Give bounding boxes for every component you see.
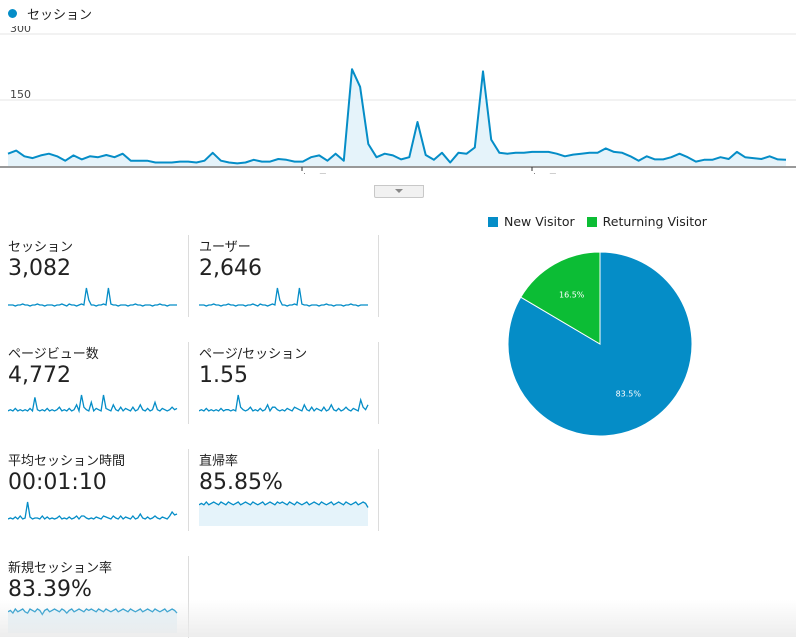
metric-label: セッション [8,240,74,255]
metric-divider [188,556,189,638]
main-chart-legend[interactable]: セッション [8,4,93,23]
sparkline-line [199,287,368,307]
pie-legend-returning[interactable]: Returning Visitor [586,214,707,229]
metric-sparkline [199,287,368,307]
legend-swatch-icon [586,216,597,227]
metric-value: 2,646 [199,256,262,281]
metric-label: 平均セッション時間 [8,454,126,469]
metric-tile[interactable]: ページビュー数 4,772 [8,343,180,423]
main-chart-legend-label: セッション [27,7,93,23]
sparkline-fill [199,502,368,526]
sparkline-line [8,394,178,414]
y-tick-label: 150 [10,88,31,101]
metric-divider [378,342,379,424]
metric-divider [188,342,189,424]
metric-sparkline [199,394,369,413]
metric-tile[interactable]: 平均セッション時間 00:01:10 [8,450,180,530]
sparkline-line [199,394,369,413]
pie-legend-label: Returning Visitor [602,214,707,229]
bottom-fade [0,600,796,637]
pie-legend-label: New Visitor [504,214,575,229]
metric-label: 直帰率 [199,454,239,469]
metric-tile[interactable]: 直帰率 85.85% [199,450,371,530]
metric-tile[interactable]: ユーザー 2,646 [199,236,371,316]
x-tick-label: 2016年3月 [506,172,558,174]
metric-sparkline [8,287,177,307]
sessions-line-chart[interactable]: 300 150 2016年2月 2016年3月 [0,26,796,174]
sessions-series-line [7,68,787,165]
metric-value: 83.39% [8,577,92,602]
pie-slice-new-visitor[interactable] [507,251,693,437]
sessions-area-fill [8,69,786,166]
metric-label: ページビュー数 [8,347,99,362]
metric-divider [188,235,189,317]
metric-label: ページ/セッション [199,347,308,362]
series-dot-icon [8,8,17,18]
metric-label: 新規セッション率 [8,561,113,576]
metric-value: 00:01:10 [8,470,107,495]
metric-sparkline [8,501,178,521]
metric-value: 1.55 [199,363,248,388]
metric-value: 3,082 [8,256,71,281]
metric-sparkline [199,501,369,526]
sparkline-line [8,501,178,521]
sparkline-line [199,501,369,508]
pie-slice-label: 16.5% [559,291,585,300]
x-tick-label: 2016年2月 [276,172,328,174]
metric-sparkline [8,394,178,414]
pie-slice-returning-visitor[interactable] [520,251,601,345]
legend-swatch-icon [488,216,498,227]
metric-tile[interactable]: ページ/セッション 1.55 [199,343,371,423]
pie-slice-label: 83.5% [616,390,642,399]
metric-tile[interactable]: セッション 3,082 [8,236,180,316]
chart-collapse-handle[interactable] [374,185,424,198]
metric-divider [188,449,189,531]
metric-value: 4,772 [8,363,71,388]
chevron-down-icon [395,189,403,193]
metric-value: 85.85% [199,470,283,495]
metric-divider [378,449,379,531]
visitor-type-pie-chart[interactable]: 83.5% 16.5% [500,244,700,444]
y-tick-label: 300 [10,26,31,35]
metric-divider [378,235,379,317]
sparkline-line [8,287,177,307]
pie-legend: New Visitor Returning Visitor [488,214,719,229]
metric-label: ユーザー [199,240,251,255]
pie-legend-new[interactable]: New Visitor [488,214,575,229]
